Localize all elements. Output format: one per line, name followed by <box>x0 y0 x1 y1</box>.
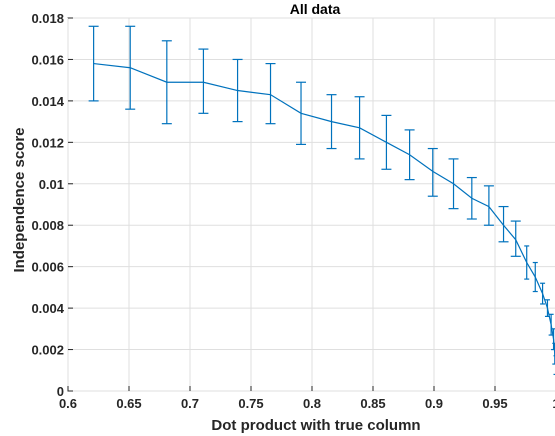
y-tick-label: 0.01 <box>39 177 64 192</box>
x-tick-label: 0.75 <box>238 396 263 411</box>
y-tick-label: 0.014 <box>31 94 64 109</box>
x-axis-ticks: 0.6 0.65 0.7 0.75 0.8 0.85 0.9 0.95 1 <box>59 386 555 411</box>
chart-title: All data <box>290 1 341 17</box>
x-tick-label: 1 <box>552 396 555 411</box>
x-tick-label: 0.85 <box>360 396 385 411</box>
y-tick-label: 0.004 <box>31 301 64 316</box>
x-tick-label: 0.9 <box>425 396 443 411</box>
y-tick-label: 0.018 <box>31 11 64 26</box>
x-tick-label: 0.7 <box>181 396 199 411</box>
y-tick-label: 0.002 <box>31 343 64 358</box>
y-axis-ticks: 0 0.002 0.004 0.006 0.008 0.01 0.012 0.014 0.016… <box>31 11 73 399</box>
y-tick-label: 0.006 <box>31 260 64 275</box>
x-tick-label: 0.95 <box>482 396 507 411</box>
x-tick-label: 0.8 <box>303 396 321 411</box>
y-tick-label: 0.012 <box>31 135 64 150</box>
y-axis-label: Independence score <box>11 127 28 272</box>
grid <box>67 17 555 392</box>
x-tick-label: 0.65 <box>116 396 141 411</box>
x-tick-label: 0.6 <box>59 396 77 411</box>
y-tick-label: 0.008 <box>31 218 64 233</box>
x-axis-label: Dot product with true column <box>211 417 420 434</box>
y-tick-label: 0.016 <box>31 52 64 67</box>
plot-area: 0.6 0.65 0.7 0.75 0.8 0.85 0.9 0.95 1 0 0.002 0.00… <box>31 11 555 411</box>
y-tick-label: 0 <box>57 384 64 399</box>
